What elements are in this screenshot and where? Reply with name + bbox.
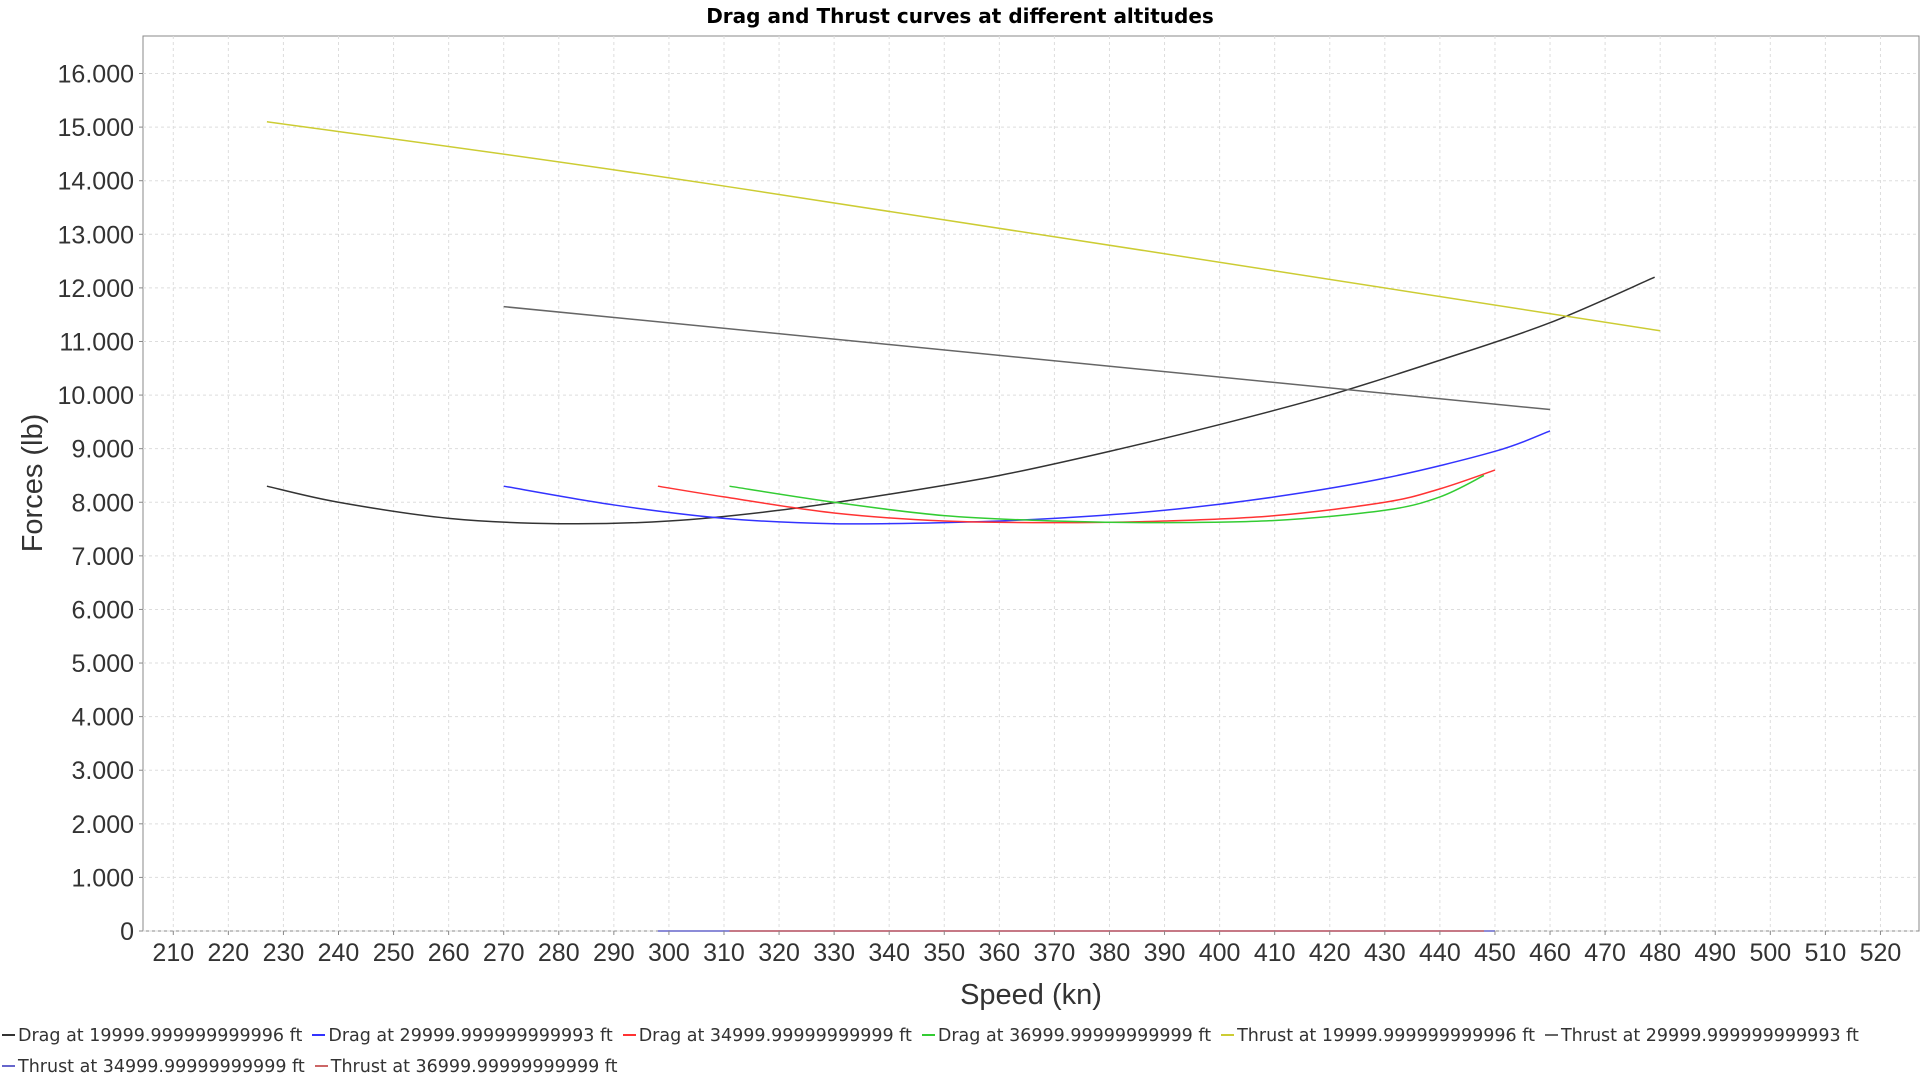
legend-label: Thrust at 36999.99999999999 ft xyxy=(330,1057,618,1077)
x-tick-label: 340 xyxy=(868,939,910,967)
y-tick-label: 12.000 xyxy=(58,275,134,303)
x-tick-label: 290 xyxy=(593,939,635,967)
y-tick-label: 5.000 xyxy=(71,650,134,678)
legend-item: Drag at 19999.999999999996 ft xyxy=(2,1021,302,1052)
y-tick-label: 11.000 xyxy=(59,328,134,356)
x-tick-label: 260 xyxy=(428,939,470,967)
plot-background xyxy=(142,35,1920,932)
y-tick-label: 7.000 xyxy=(71,543,134,571)
legend-label: Drag at 34999.99999999999 ft xyxy=(638,1026,912,1046)
x-tick-label: 350 xyxy=(923,939,965,967)
x-tick-label: 280 xyxy=(538,939,580,967)
series-line-2 xyxy=(503,430,1551,525)
y-tick-label: 2.000 xyxy=(71,811,134,839)
x-tick-label: 250 xyxy=(373,939,415,967)
y-axis-label: Forces (lb) xyxy=(17,414,49,553)
x-tick-label: 230 xyxy=(263,939,305,967)
legend-item: Drag at 36999.99999999999 ft xyxy=(921,1021,1212,1052)
y-tick-label: 6.000 xyxy=(71,596,134,624)
legend-label: Thrust at 29999.999999999993 ft xyxy=(1560,1026,1859,1046)
x-tick-label: 380 xyxy=(1089,939,1131,967)
x-tick-label: 300 xyxy=(648,939,690,967)
series-line-1 xyxy=(266,276,1655,525)
y-tick-label: 10.000 xyxy=(58,382,134,410)
legend-swatch xyxy=(312,1034,326,1036)
x-tick-label: 370 xyxy=(1034,939,1076,967)
x-tick-label: 360 xyxy=(978,939,1020,967)
y-tick-label: 3.000 xyxy=(71,757,134,785)
x-tick-label: 240 xyxy=(318,939,360,967)
x-axis-label: Speed (kn) xyxy=(960,979,1102,1011)
legend-item: Drag at 29999.999999999993 ft xyxy=(312,1021,613,1052)
y-tick-label: 14.000 xyxy=(58,168,134,196)
legend-label: Thrust at 19999.999999999996 ft xyxy=(1237,1026,1535,1046)
x-tick-label: 520 xyxy=(1860,939,1902,967)
x-tick-label: 400 xyxy=(1199,939,1241,967)
legend-label: Thrust at 34999.99999999999 ft xyxy=(18,1057,305,1077)
y-tick-label: 0 xyxy=(120,918,134,946)
x-tick-label: 430 xyxy=(1364,939,1406,967)
legend-item: Thrust at 19999.999999999996 ft xyxy=(1221,1021,1535,1052)
x-tick-label: 500 xyxy=(1749,939,1791,967)
legend-item: Thrust at 34999.99999999999 ft xyxy=(2,1052,305,1083)
y-tick-label: 9.000 xyxy=(71,436,134,464)
legend-swatch xyxy=(1221,1034,1235,1036)
legend-swatch xyxy=(921,1034,935,1036)
legend-swatch xyxy=(2,1065,15,1067)
x-tick-label: 390 xyxy=(1144,939,1186,967)
legend-item: Thrust at 29999.999999999993 ft xyxy=(1544,1021,1859,1052)
legend-item: Thrust at 36999.99999999999 ft xyxy=(314,1052,618,1083)
series-line-5 xyxy=(266,121,1661,332)
legend: Drag at 19999.999999999996 ft Drag at 299… xyxy=(2,1021,1902,1083)
chart-title: Drag and Thrust curves at different alti… xyxy=(706,4,1214,28)
x-tick-label: 330 xyxy=(813,939,855,967)
y-tick-label: 8.000 xyxy=(71,489,134,517)
y-tick-label: 1.000 xyxy=(71,864,134,892)
legend-swatch xyxy=(2,1034,15,1036)
legend-label: Drag at 36999.99999999999 ft xyxy=(937,1026,1212,1046)
legend-item: Drag at 34999.99999999999 ft xyxy=(622,1021,912,1052)
series-lines xyxy=(266,121,1661,932)
legend-swatch xyxy=(622,1034,636,1036)
x-tick-label: 270 xyxy=(483,939,525,967)
x-tick-label: 510 xyxy=(1805,939,1847,967)
x-tick-label: 440 xyxy=(1419,939,1461,967)
x-tick-label: 480 xyxy=(1639,939,1681,967)
y-tick-label: 16.000 xyxy=(58,61,134,89)
y-tick-label: 13.000 xyxy=(58,221,134,249)
x-tick-labels: 210 220 230 240 250 260 270 280 290 300 310 320 330 3… xyxy=(152,931,1901,967)
legend-swatch xyxy=(314,1065,328,1067)
series-line-4 xyxy=(729,474,1485,524)
y-tick-label: 4.000 xyxy=(71,704,134,732)
x-tick-label: 410 xyxy=(1254,939,1296,967)
chart-area: 0 1.000 2.000 3.000 4.000 5.000 6.000 7.000 8.00… xyxy=(17,35,1920,1011)
legend-label: Drag at 29999.999999999993 ft xyxy=(328,1026,613,1046)
grid-lines xyxy=(143,36,1919,932)
x-tick-label: 320 xyxy=(758,939,800,967)
series-line-6 xyxy=(503,305,1551,411)
x-tick-label: 470 xyxy=(1584,939,1626,967)
x-tick-label: 420 xyxy=(1309,939,1351,967)
x-tick-label: 450 xyxy=(1474,939,1516,967)
legend-label: Drag at 19999.999999999996 ft xyxy=(18,1026,303,1046)
y-tick-labels: 0 1.000 2.000 3.000 4.000 5.000 6.000 7.000 8.00… xyxy=(58,61,143,946)
x-tick-label: 220 xyxy=(207,939,249,967)
x-tick-label: 490 xyxy=(1694,939,1736,967)
legend-swatch xyxy=(1544,1034,1558,1036)
x-tick-label: 460 xyxy=(1529,939,1571,967)
y-tick-label: 15.000 xyxy=(58,114,134,142)
x-tick-label: 310 xyxy=(703,939,745,967)
x-tick-label: 210 xyxy=(152,939,194,967)
